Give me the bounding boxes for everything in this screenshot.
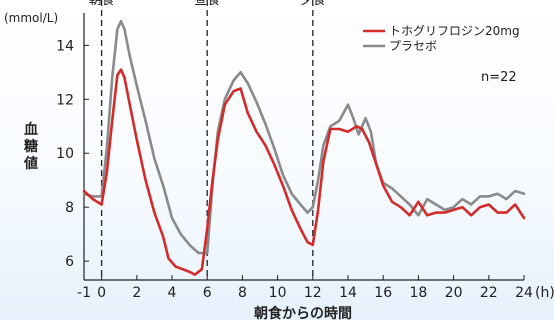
y-axis-title-char: 値 bbox=[23, 155, 38, 172]
y-tick-label: 14 bbox=[56, 38, 74, 54]
series-layer bbox=[82, 19, 526, 276]
y-tick-label: 10 bbox=[56, 146, 74, 162]
y-axis-title: 血糖値 bbox=[23, 121, 38, 172]
series-line-placebo bbox=[82, 19, 526, 255]
x-tick-label: 8 bbox=[238, 285, 247, 301]
x-tick-label: 22 bbox=[480, 285, 498, 301]
meal-label: 昼食 bbox=[194, 0, 220, 8]
y-tick-label: 12 bbox=[56, 92, 74, 108]
x-axis-title: 朝食からの時間 bbox=[254, 305, 352, 320]
x-tick-label: -1 bbox=[77, 285, 91, 301]
x-tick-label: 0 bbox=[97, 285, 106, 301]
n-annotation: n=22 bbox=[481, 70, 517, 85]
legend: トホグリフロジン20mg プラセボ bbox=[363, 24, 520, 53]
meal-label: 夕食 bbox=[300, 0, 326, 8]
x-tick-label: 12 bbox=[304, 285, 322, 301]
series-line-tofogliflozin bbox=[82, 68, 526, 276]
x-tick-label: 24 bbox=[515, 285, 533, 301]
x-tick-label: 14 bbox=[339, 285, 357, 301]
x-tick-label: 20 bbox=[445, 285, 463, 301]
x-tick-label: 2 bbox=[132, 285, 141, 301]
x-tick-label: 16 bbox=[374, 285, 392, 301]
y-unit-label: (mmol/L) bbox=[4, 11, 58, 25]
y-tick-label: 6 bbox=[65, 254, 74, 270]
meal-label: 朝食 bbox=[89, 0, 115, 8]
y-axis-title-char: 糖 bbox=[24, 138, 38, 155]
x-unit-label: (h) bbox=[535, 285, 554, 301]
legend-label-tofogliflozin: トホグリフロジン20mg bbox=[389, 24, 520, 38]
y-axis-title-char: 血 bbox=[24, 121, 38, 138]
x-tick-label: 10 bbox=[269, 285, 287, 301]
text-layer: (mmol/L) (h) 朝食からの時間 n=22 bbox=[4, 11, 554, 320]
x-tick-label: 18 bbox=[409, 285, 427, 301]
legend-label-placebo: プラセボ bbox=[389, 39, 437, 53]
x-tick-label: 6 bbox=[203, 285, 212, 301]
x-tick-label: 4 bbox=[168, 285, 177, 301]
y-tick-label: 8 bbox=[65, 200, 74, 216]
